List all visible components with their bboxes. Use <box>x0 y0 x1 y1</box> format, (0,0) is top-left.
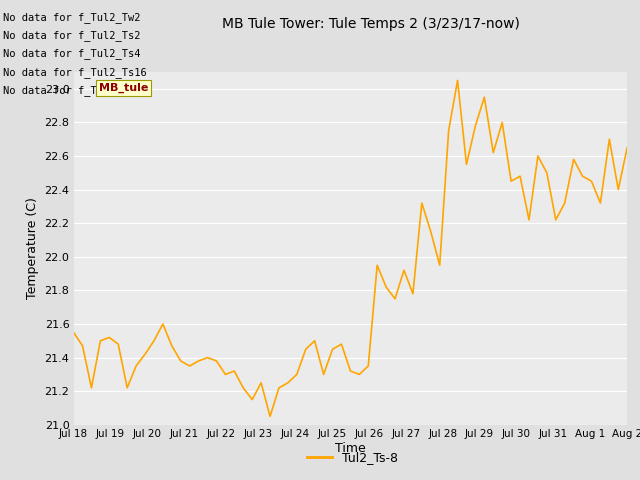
Text: No data for f_Tul2_Ts16: No data for f_Tul2_Ts16 <box>3 67 147 78</box>
Legend: Tul2_Ts-8: Tul2_Ts-8 <box>301 446 403 469</box>
Text: MB Tule Tower: Tule Temps 2 (3/23/17-now): MB Tule Tower: Tule Temps 2 (3/23/17-now… <box>222 17 520 31</box>
Y-axis label: Temperature (C): Temperature (C) <box>26 197 39 300</box>
Text: No data for f_Tul2_Ts2: No data for f_Tul2_Ts2 <box>3 30 141 41</box>
Text: No data for f_Tul2_Ts32: No data for f_Tul2_Ts32 <box>3 85 147 96</box>
Text: No data for f_Tul2_Tw2: No data for f_Tul2_Tw2 <box>3 12 141 23</box>
X-axis label: Time: Time <box>335 442 366 455</box>
Text: No data for f_Tul2_Ts4: No data for f_Tul2_Ts4 <box>3 48 141 60</box>
Text: MB_tule: MB_tule <box>99 83 148 93</box>
